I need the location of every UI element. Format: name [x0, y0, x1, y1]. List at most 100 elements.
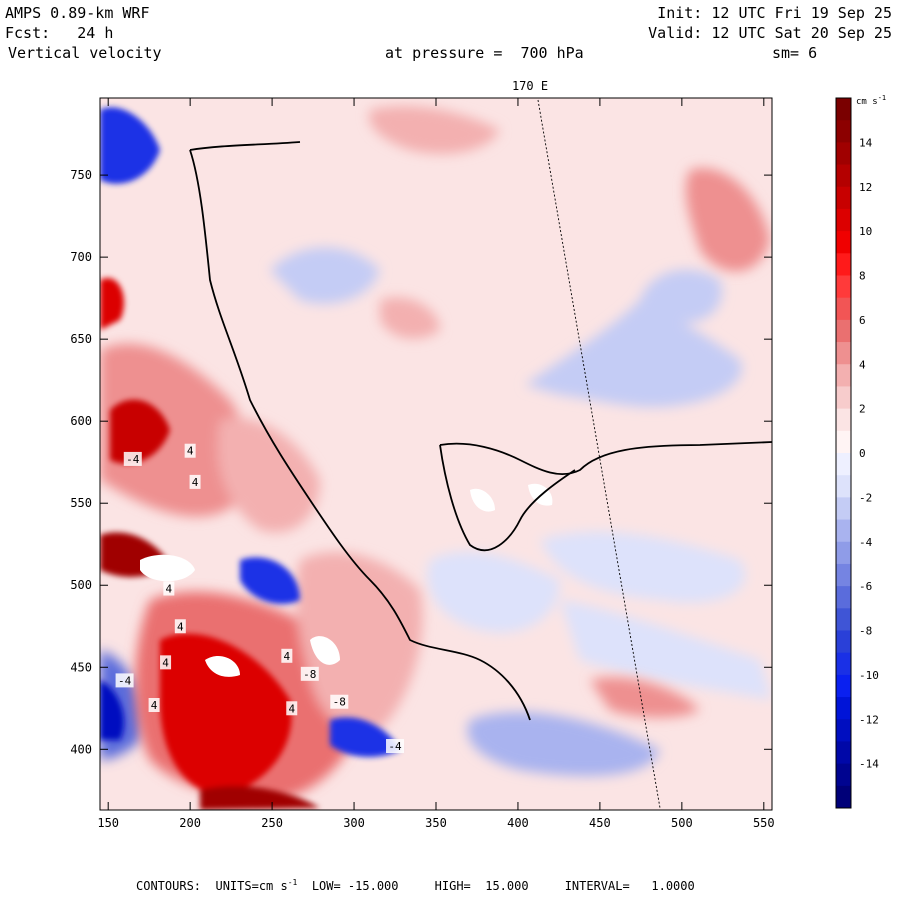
- colorbar-tick-label-14: 14: [859, 136, 873, 149]
- field-name: Vertical velocity: [8, 44, 162, 62]
- colorbar-frame: [835, 97, 852, 809]
- x-tick-label-450: 450: [589, 816, 611, 830]
- descent-region-northeast: [640, 269, 722, 323]
- gap-center: [470, 488, 495, 512]
- contour-label-8: 4: [284, 650, 291, 663]
- colorbar-tick-label--14: -14: [859, 758, 879, 771]
- descent-region-east: [525, 300, 742, 408]
- y-tick-label-750: 750: [70, 168, 92, 182]
- colorbar-swatch-7: [836, 253, 851, 276]
- contour-footer: CONTOURS: UNITS=cm s-1 LOW= -15.000 HIGH…: [136, 878, 695, 893]
- colorbar-swatch-21: [836, 563, 851, 587]
- colorbar-units-text: cm s: [856, 97, 878, 107]
- contour-label-box-5: [160, 655, 172, 670]
- colorbar-swatch-16: [836, 453, 851, 476]
- y-tick-label-600: 600: [70, 414, 92, 428]
- colorbar-swatch-10: [836, 319, 851, 343]
- x-axis: 150 200 250 300 350 400 450 500 550: [97, 98, 775, 830]
- init-time: Init: 12 UTC Fri 19 Sep 25: [657, 4, 892, 22]
- y-tick-label-400: 400: [70, 742, 92, 756]
- coastlines: [189, 141, 772, 721]
- descent-region-southeast-band: [560, 600, 772, 700]
- ascent-region-mid-west: [217, 418, 320, 533]
- core-blue-south: [330, 717, 400, 757]
- coastline-main: [189, 149, 531, 721]
- colorbar-swatch-3: [836, 164, 851, 188]
- colorbar-swatch-15: [836, 430, 851, 454]
- colorbar-swatch-23: [836, 608, 851, 631]
- colorbar-tick-label-6: 6: [859, 314, 866, 327]
- gap-southwest: [205, 655, 240, 677]
- contour-label-box-1: [189, 474, 201, 489]
- descent-region-southeast: [540, 531, 746, 603]
- colorbar-tick-label--6: -6: [859, 580, 872, 593]
- colorbar-tick-label--4: -4: [859, 536, 873, 549]
- colorbar-swatch-11: [836, 342, 851, 365]
- colorbar-swatch-9: [836, 297, 851, 321]
- descent-region-central: [427, 551, 560, 633]
- strong-cores: [100, 107, 400, 810]
- contour-label-box-3: [163, 581, 175, 596]
- descent-regions: [100, 247, 772, 776]
- smoothing-label: sm= 6: [772, 44, 818, 62]
- colorbar-swatch-20: [836, 541, 851, 565]
- contour-label-9: -8: [303, 668, 316, 681]
- ascent-region-center: [380, 297, 440, 339]
- colorbar-swatch-2: [836, 142, 851, 166]
- gap-center-east: [528, 483, 553, 506]
- contour-label-box-10: [286, 701, 298, 716]
- core-southwest: [160, 633, 292, 795]
- contour-label-box-7: [115, 673, 134, 688]
- colorbar-swatch-24: [836, 630, 851, 654]
- colorbar-tick-label--10: -10: [859, 669, 879, 682]
- contour-label-box-2: [123, 451, 142, 466]
- contour-label-box-4: [174, 619, 186, 634]
- colorbar-swatch-18: [836, 497, 851, 521]
- colorbar-swatch-31: [836, 785, 851, 809]
- gap-south: [310, 636, 340, 665]
- colorbar-swatch-1: [836, 120, 851, 143]
- footer-high: HIGH= 15.000: [434, 879, 529, 893]
- core-blue-west: [100, 680, 124, 740]
- colorbar-swatch-6: [836, 231, 851, 254]
- colorbar-tick-label-2: 2: [859, 403, 866, 416]
- ascent-region-north: [369, 106, 500, 154]
- colorbar-swatch-26: [836, 674, 851, 698]
- x-tick-label-150: 150: [97, 816, 119, 830]
- colorbar-swatch-22: [836, 586, 851, 609]
- colorbar-tick-label-0: 0: [859, 447, 866, 460]
- contour-label-layer: 4 4 -4 4 4 4 4 -4 4 -8 4 -8 -4: [115, 443, 405, 754]
- y-tick-label-650: 650: [70, 332, 92, 346]
- colorbar-swatch-0: [836, 98, 851, 121]
- contour-label-1: 4: [192, 476, 199, 489]
- forecast-hour: Fcst: 24 h: [5, 24, 114, 42]
- y-tick-label-550: 550: [70, 496, 92, 510]
- footer-low: LOW= -15.000: [311, 879, 399, 893]
- colorbar-swatch-12: [836, 364, 851, 387]
- colorbar-swatch-27: [836, 697, 851, 720]
- coastline-inlet: [439, 444, 576, 552]
- colorbar: 14 12 10 8 6 4 2 0 -2 -4 -6 -8 -10 -12 -14: [835, 97, 879, 809]
- core-west-upper: [100, 278, 124, 330]
- colorbar-swatch-30: [836, 763, 851, 787]
- footer-interval: INTERVAL= 1.0000: [564, 879, 695, 893]
- core-south: [200, 786, 320, 810]
- y-tick-label-700: 700: [70, 250, 92, 264]
- colorbar-swatch-5: [836, 208, 851, 232]
- x-tick-label-550: 550: [753, 816, 775, 830]
- descent-region-north: [270, 247, 380, 304]
- model-title: AMPS 0.89-km WRF: [5, 4, 150, 22]
- colorbar-units-exp: -1: [878, 94, 886, 102]
- colorbar-tick-label-8: 8: [859, 270, 866, 283]
- core-northwest: [100, 107, 160, 184]
- contour-label-6: 4: [151, 699, 158, 712]
- map-field: 4 4 -4 4 4 4 4 -4 4 -8 4 -8 -4: [100, 98, 772, 810]
- x-tick-label-250: 250: [261, 816, 283, 830]
- ascent-region-south-central: [295, 551, 423, 733]
- pressure-level: at pressure = 700 hPa: [385, 44, 584, 62]
- coastline-north: [189, 141, 301, 151]
- colorbar-tick-label-10: 10: [859, 225, 872, 238]
- colorbar-swatch-25: [836, 652, 851, 676]
- colorbar-swatch-13: [836, 386, 851, 410]
- x-tick-label-200: 200: [179, 816, 201, 830]
